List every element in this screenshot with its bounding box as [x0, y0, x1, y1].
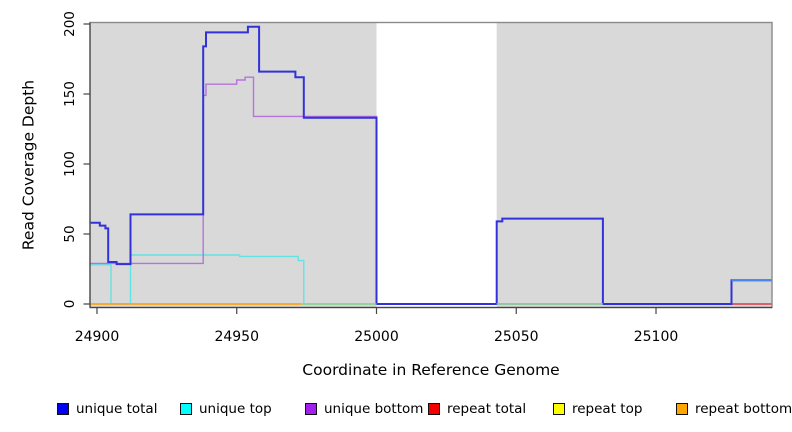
legend-label: unique bottom [324, 401, 424, 417]
legend-item-repeat-total: repeat total [428, 401, 526, 417]
x-axis-title: Coordinate in Reference Genome [302, 361, 560, 379]
legend-label: unique total [76, 401, 158, 417]
legend-item-unique-top: unique top [180, 401, 272, 417]
legend-label: repeat top [572, 401, 643, 417]
y-tick-label: 0 [62, 299, 78, 309]
y-tick-label: 50 [62, 225, 78, 243]
legend-item-unique-total: unique total [57, 401, 157, 417]
y-tick-label: 150 [62, 81, 78, 107]
x-tick-label: 25050 [493, 329, 539, 345]
shaded-region [90, 22, 377, 308]
legend-item-unique-bottom: unique bottom [305, 401, 423, 417]
legend-swatch-unique-bottom [305, 403, 317, 415]
legend-label: unique top [199, 401, 272, 417]
x-tick-label: 25000 [354, 329, 399, 345]
legend-swatch-repeat-total [428, 403, 440, 415]
legend-swatch-repeat-top [553, 403, 565, 415]
series-line-unique-total [90, 25, 772, 305]
y-axis-title: Read Coverage Depth [19, 79, 38, 251]
legend-swatch-repeat-bottom [676, 403, 688, 415]
x-tick-label: 24900 [74, 329, 120, 345]
legend-item-repeat-bottom: repeat bottom [676, 401, 792, 417]
x-tick-label: 25100 [633, 329, 679, 345]
legend-label: repeat total [447, 401, 527, 417]
legend-swatch-unique-top [180, 403, 192, 415]
legend-label: repeat bottom [695, 401, 792, 417]
y-tick-label: 100 [62, 151, 78, 177]
x-tick-label: 24950 [214, 329, 259, 345]
legend-swatch-unique-total [57, 403, 69, 415]
y-tick-label: 200 [62, 11, 78, 37]
shaded-region [496, 22, 772, 308]
legend-item-repeat-top: repeat top [553, 401, 642, 417]
